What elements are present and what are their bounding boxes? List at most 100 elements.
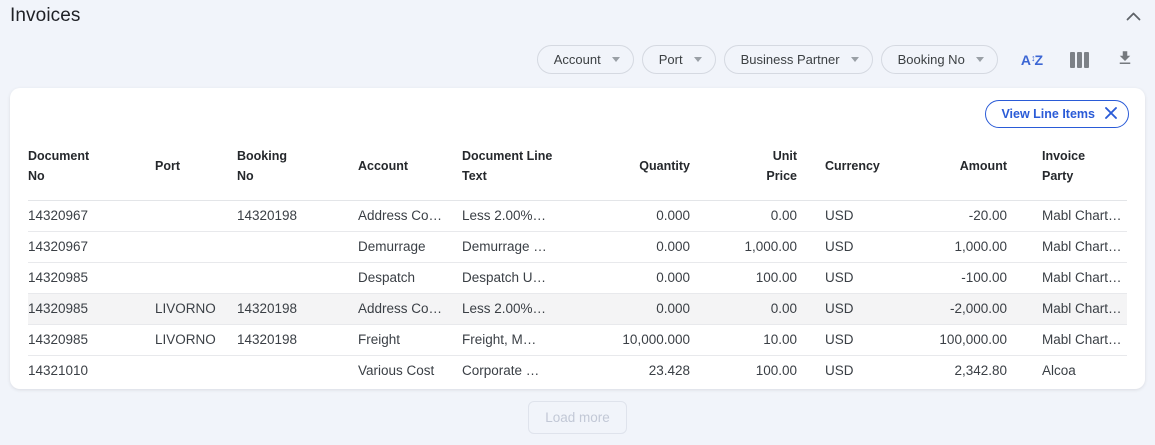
table-header-cell: Port	[155, 128, 237, 201]
table-cell	[155, 356, 237, 387]
table-cell: Alcoa	[1042, 363, 1076, 378]
page-header: Invoices	[0, 0, 1155, 30]
filter-bar: Account Port Business Partner Booking No A ↕…	[0, 45, 1155, 74]
table-row[interactable]: 14320985 Despatch Despatch U… 0.000 100.00 US…	[28, 262, 1127, 294]
filter-dropdown-business-partner[interactable]: Business Partner	[723, 45, 873, 74]
download-button[interactable]	[1114, 47, 1136, 72]
table-cell: Mabl Chart…	[1017, 293, 1127, 325]
table-cell: USD	[807, 324, 917, 356]
table-cell: -100.00	[917, 262, 1017, 294]
page-title: Invoices	[10, 5, 81, 26]
table-header-row: Document No Port Booking No Account Document…	[28, 128, 1127, 201]
close-icon[interactable]	[1104, 106, 1118, 123]
table-header-cell: Booking No	[237, 128, 358, 201]
dropdown-caret-icon	[850, 57, 859, 62]
invoices-table: Document No Port Booking No Account Document…	[28, 128, 1127, 386]
table-cell: LIVORNO	[155, 293, 237, 325]
table-cell: USD	[807, 200, 917, 232]
table-cell	[155, 231, 237, 263]
table-cell: -20.00	[917, 200, 1017, 232]
collapse-section-button[interactable]	[1124, 5, 1143, 28]
table-header-cell: Currency	[807, 128, 917, 201]
dropdown-caret-icon	[975, 57, 984, 62]
table-cell: Freight, M…	[462, 324, 582, 356]
filter-dropdown-label: Port	[658, 52, 683, 67]
table-cell: Demurrage	[358, 231, 462, 263]
table-header-cell: Invoice Party	[1017, 128, 1127, 201]
table-row[interactable]: 14320985 LIVORNO 14320198 Freight Freight, M…	[28, 324, 1127, 356]
table-cell: USD	[807, 262, 917, 294]
table-cell: 14320198	[237, 293, 358, 325]
filter-dropdown-label: Business Partner	[740, 52, 840, 67]
filter-dropdown-label: Booking No	[897, 52, 965, 67]
table-cell	[237, 262, 358, 294]
table-row[interactable]: 14320967 Demurrage Demurrage … 0.000 1,000.0…	[28, 231, 1127, 263]
table-cell: 100.00	[700, 262, 807, 294]
table-cell	[155, 262, 237, 294]
table-cell: -2,000.00	[917, 293, 1017, 325]
table-cell: Mabl Chart…	[1017, 324, 1127, 356]
filter-dropdown-label: Account	[553, 52, 601, 67]
table-cell: Address Co…	[358, 293, 462, 325]
table-cell: 100,000.00	[917, 324, 1017, 356]
table-header-cell: Document No	[28, 128, 155, 201]
table-cell: 10.00	[700, 324, 807, 356]
table-cell: Less 2.00%…	[462, 200, 582, 232]
table-cell: 100.00	[755, 363, 797, 378]
card-toolbar: View Line Items	[10, 88, 1145, 128]
table-cell: 14320985	[28, 324, 155, 356]
column-settings-button[interactable]	[1068, 50, 1091, 70]
sort-alpha-icon: A ↕ Z	[1020, 51, 1043, 68]
table-cell: 0.000	[582, 200, 700, 232]
table-cell: Mabl Chart…	[1017, 200, 1127, 232]
table-row[interactable]: 14320985 LIVORNO 14320198 Address Co… Less 2…	[28, 293, 1127, 325]
table-body: 14320967 14320198 Address Co… Less 2.00%… 0.…	[28, 200, 1127, 387]
table-header-cell: Account	[358, 128, 462, 201]
load-more-container: Load more	[0, 401, 1155, 434]
table-header-cell: Amount	[917, 128, 1017, 201]
table-header-cell: Document Line Text	[462, 128, 582, 201]
load-more-button[interactable]: Load more	[528, 401, 627, 434]
table-row[interactable]: 14321010 Various Cost Corporate … 23.428 100…	[28, 356, 1127, 387]
table-cell: 2,342.80	[954, 363, 1007, 378]
table-cell: USD	[825, 363, 854, 378]
table-row[interactable]: 14320967 14320198 Address Co… Less 2.00%… 0.…	[28, 200, 1127, 232]
table-cell: Despatch	[358, 262, 462, 294]
table-cell: 14320985	[28, 293, 155, 325]
table-header-cell: Quantity	[582, 128, 700, 201]
table-cell: 14320985	[28, 262, 155, 294]
table-cell: Demurrage …	[462, 231, 582, 263]
filter-dropdown-booking-no[interactable]: Booking No	[880, 45, 998, 74]
table-cell	[237, 356, 358, 387]
table-cell: 0.000	[582, 293, 700, 325]
table-cell: 0.000	[582, 231, 700, 263]
table-cell: Corporate …	[462, 363, 540, 378]
table-cell: Freight	[358, 324, 462, 356]
table-cell: 14321010	[28, 363, 89, 378]
chevron-up-icon	[1126, 9, 1141, 24]
table-cell: Various Cost	[358, 363, 435, 378]
table-cell: 14320967	[28, 200, 155, 232]
invoices-card: View Line Items Document No Port Booking N…	[10, 88, 1145, 389]
table-cell: Address Co…	[358, 200, 462, 232]
table-cell: 0.00	[700, 293, 807, 325]
table-cell: 1,000.00	[917, 231, 1017, 263]
table-cell: Mabl Chart…	[1017, 231, 1127, 263]
table-cell: 0.000	[582, 262, 700, 294]
table-cell: 14320198	[237, 200, 358, 232]
table-cell: 23.428	[648, 363, 690, 378]
filter-dropdown-port[interactable]: Port	[641, 45, 716, 74]
dropdown-caret-icon	[611, 57, 620, 62]
table-cell	[237, 231, 358, 263]
table-cell: Less 2.00%…	[462, 293, 582, 325]
view-line-items-chip[interactable]: View Line Items	[985, 100, 1129, 128]
dropdown-caret-icon	[693, 57, 702, 62]
sort-button[interactable]: A ↕ Z	[1019, 49, 1045, 71]
filter-dropdown-account[interactable]: Account	[536, 45, 634, 74]
view-line-items-label: View Line Items	[1001, 107, 1095, 121]
table-cell: Despatch U…	[462, 262, 582, 294]
table-cell: 14320198	[237, 324, 358, 356]
filter-dropdowns: Account Port Business Partner Booking No	[536, 45, 998, 74]
table-cell: LIVORNO	[155, 324, 237, 356]
table-cell: 10,000.000	[582, 324, 700, 356]
